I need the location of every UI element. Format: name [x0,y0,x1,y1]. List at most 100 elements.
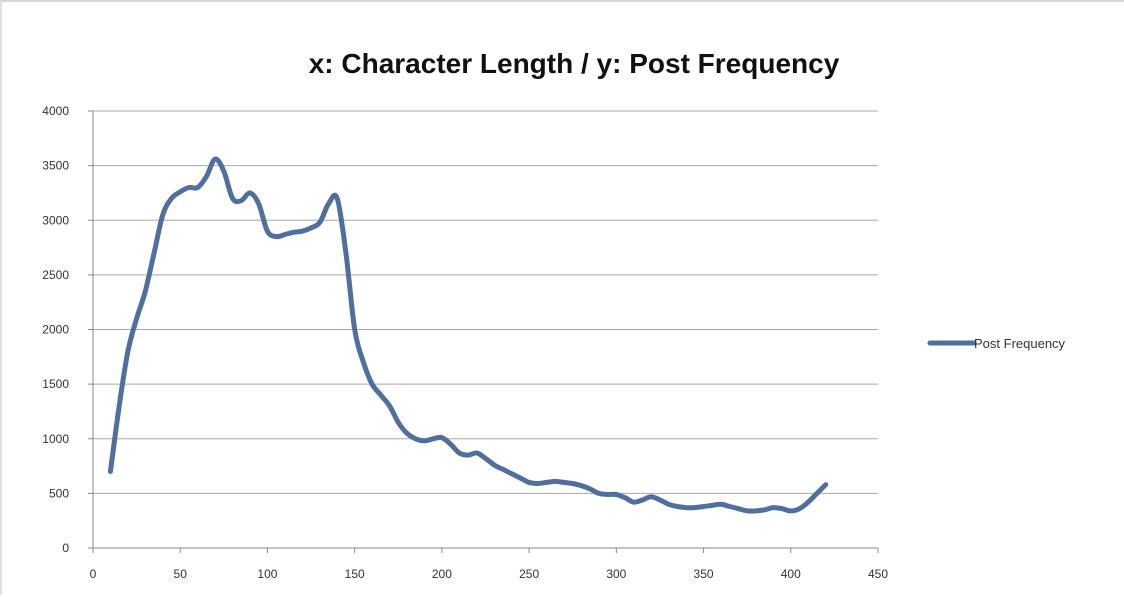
data-point [667,502,671,506]
data-point [309,226,313,230]
data-point [178,190,182,194]
data-point [388,404,392,408]
y-tick-label: 2000 [42,323,69,337]
data-point [431,437,435,441]
data-point [274,235,278,239]
data-point [283,232,287,236]
data-point [649,495,653,499]
data-point [545,480,549,484]
data-point [614,492,618,496]
y-tick-label: 1000 [42,432,69,446]
data-point [457,451,461,455]
data-point [623,496,627,500]
data-point [806,500,810,504]
data-point [771,506,775,510]
y-tick-label: 4000 [42,104,69,118]
data-point [135,317,139,321]
x-tick-label: 300 [606,567,626,581]
data-point [579,484,583,488]
data-point [327,202,331,206]
data-point [170,196,174,200]
y-tick-label: 1500 [42,377,69,391]
data-point [449,442,453,446]
data-point [344,251,348,255]
data-point [702,504,706,508]
data-point [571,482,575,486]
data-point [763,508,767,512]
data-point [588,487,592,491]
x-tick-label: 150 [345,567,365,581]
data-point [484,456,488,460]
data-point [265,229,269,233]
legend: Post Frequency [927,336,1066,351]
data-point [422,439,426,443]
data-point [222,169,226,173]
x-tick-label: 100 [257,567,277,581]
data-point [466,453,470,457]
data-point [518,476,522,480]
data-point [126,349,130,353]
data-point [745,509,749,513]
data-point [300,229,304,233]
data-point [536,482,540,486]
x-tick-label: 350 [694,567,714,581]
tick-labels: 0 500 1000 1500 2000 2500 3000 3500 4000 0 50 100 15… [42,104,888,581]
data-point [117,404,121,408]
data-point [361,360,365,364]
data-point [187,185,191,189]
x-tick-label: 50 [174,567,188,581]
data-point [798,507,802,511]
data-point [152,251,156,255]
data-point [693,506,697,510]
data-point [257,202,261,206]
y-tick-label: 500 [49,486,69,500]
x-tick-label: 250 [519,567,539,581]
data-point [196,185,200,189]
data-point [370,382,374,386]
data-point [440,436,444,440]
data-point [318,220,322,224]
data-point [710,503,714,507]
data-point [719,502,723,506]
data-point [292,230,296,234]
data-point [475,451,479,455]
series-layer [107,156,829,514]
data-point [143,289,147,293]
chart-title: x: Character Length / y: Post Frequency [309,48,840,79]
data-point [231,196,235,200]
data-point [562,480,566,484]
y-tick-label: 3000 [42,213,69,227]
data-point [492,463,496,467]
data-point [824,483,828,487]
data-point [204,175,208,179]
x-tick-label: 200 [432,567,452,581]
data-point [675,504,679,508]
y-tick-label: 0 [62,541,69,555]
data-point [606,492,610,496]
y-tick-label: 2500 [42,268,69,282]
series-line-post-frequency [107,156,829,514]
data-point [501,467,505,471]
data-point [754,509,758,513]
data-point [379,393,383,397]
data-point [405,431,409,435]
y-tick-label: 3500 [42,159,69,173]
data-point [239,199,243,203]
data-point [248,191,252,195]
data-point [789,509,793,513]
legend-label-post-frequency: Post Frequency [974,336,1066,351]
data-point [213,157,217,161]
data-point [658,498,662,502]
data-point [632,500,636,504]
data-point [641,498,645,502]
data-point [597,491,601,495]
data-point [553,479,557,483]
data-point [353,328,357,332]
x-tick-label: 400 [781,567,801,581]
data-point [736,507,740,511]
data-point [108,470,112,474]
x-tick-label: 450 [868,567,888,581]
data-point [161,213,165,217]
data-point [335,196,339,200]
